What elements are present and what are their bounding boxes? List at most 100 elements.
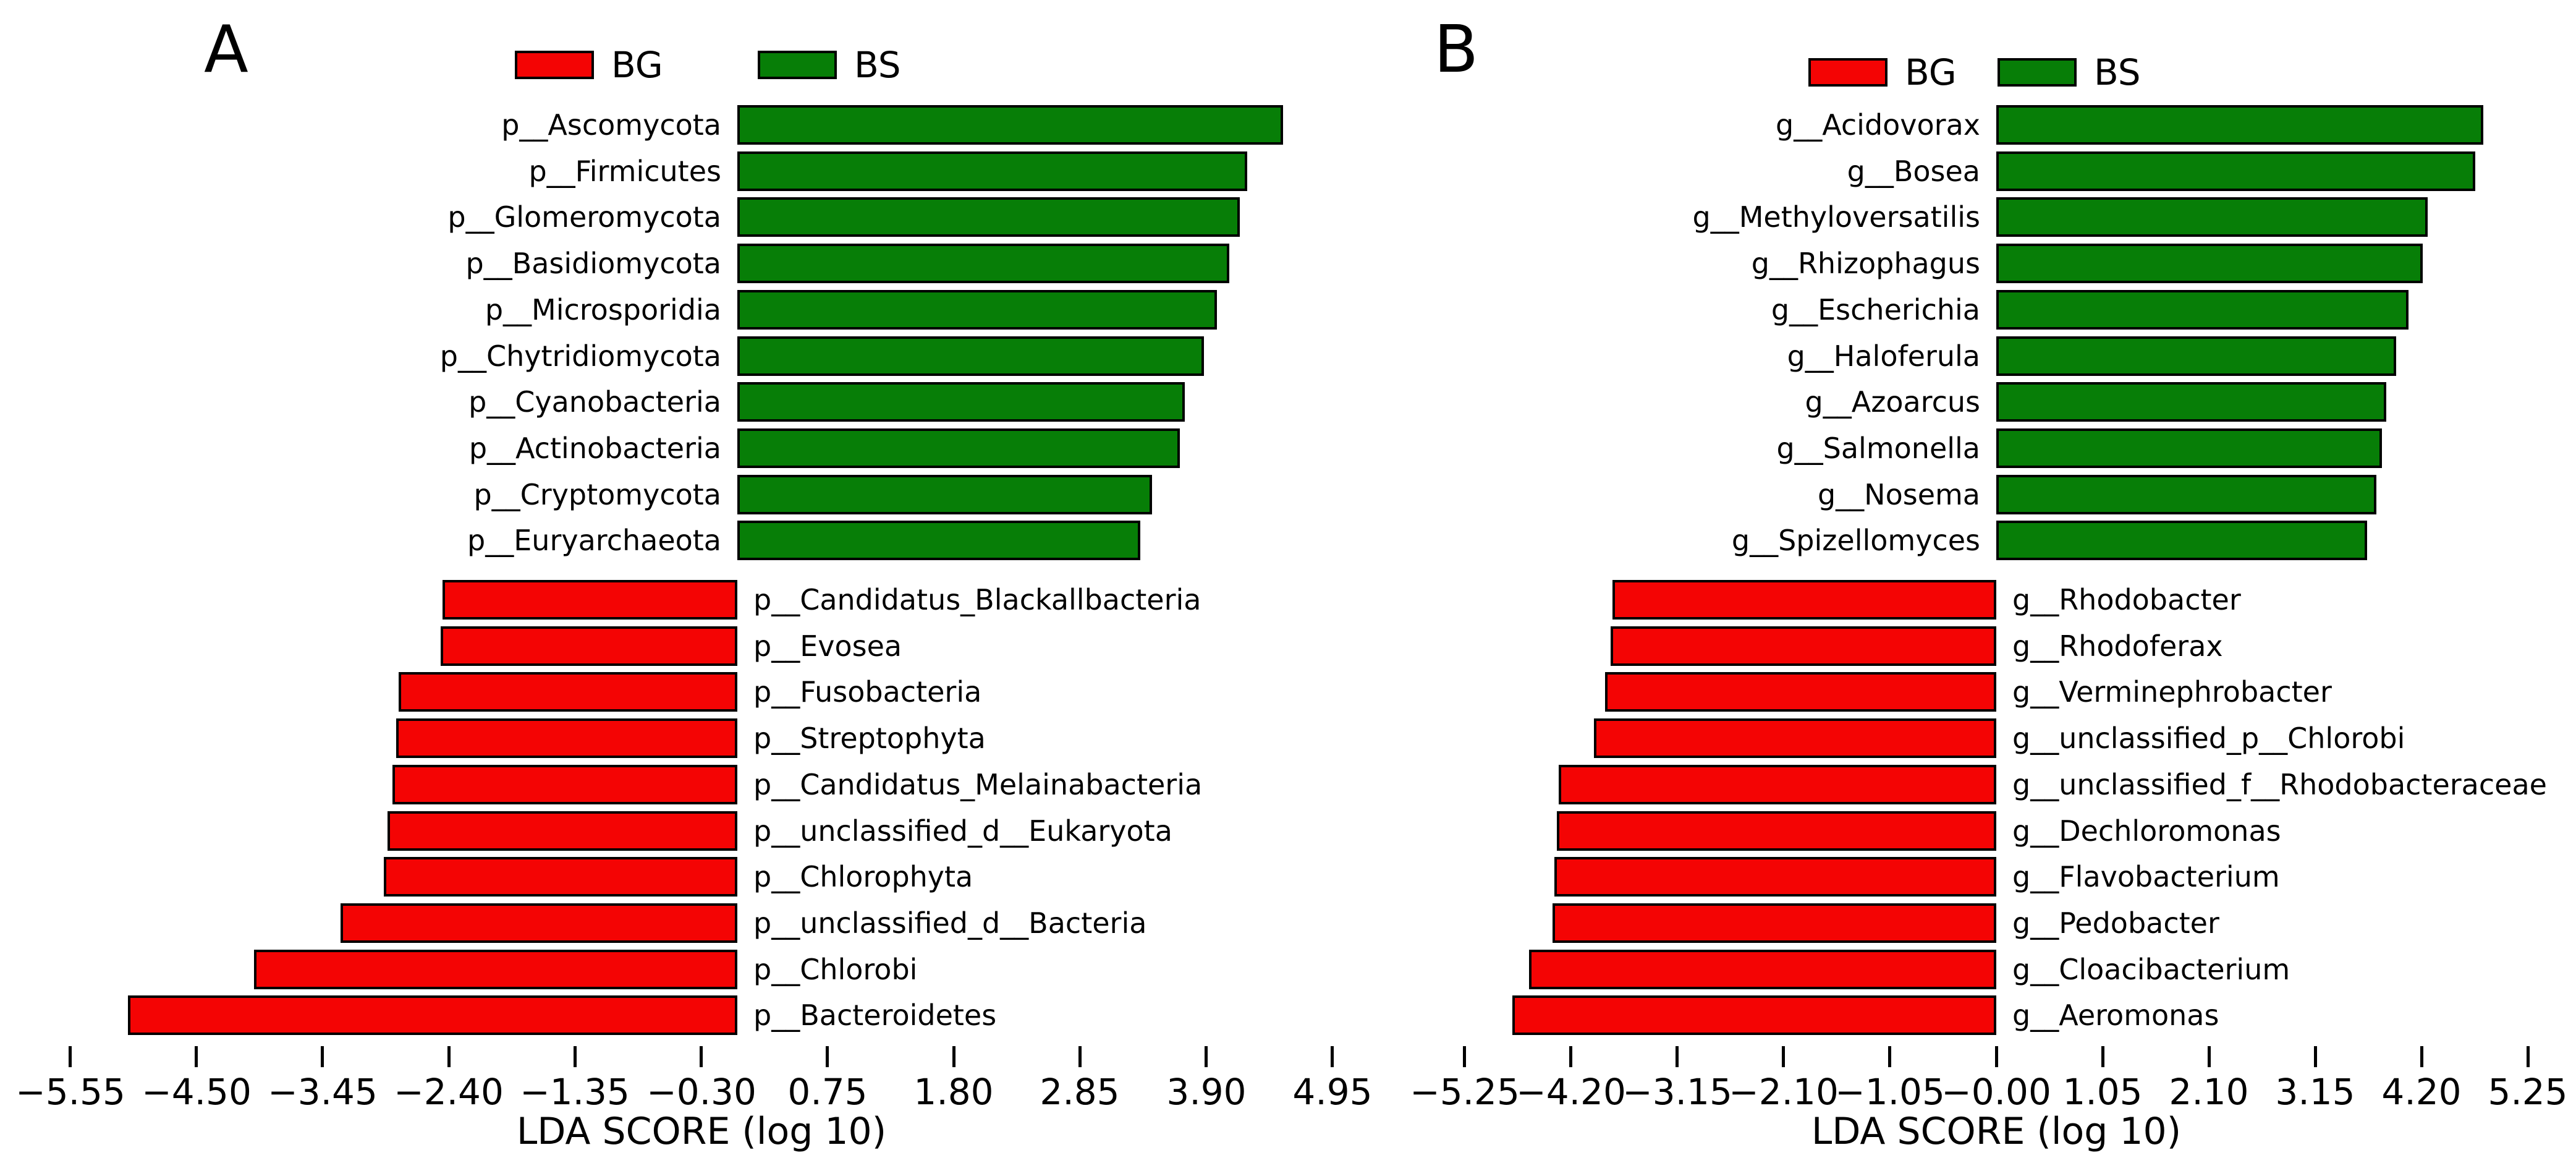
x-tick-label: −2.40	[394, 1071, 504, 1113]
bar-label-p__unclassified_d__Bacteria: p__unclassified_d__Bacteria	[753, 906, 1147, 940]
x-tick-mark	[826, 1046, 829, 1067]
legend-label-bs: BS	[854, 44, 901, 86]
x-tick-mark	[447, 1046, 451, 1067]
bar-p__Evosea	[441, 626, 737, 666]
bar-label-p__Fusobacteria: p__Fusobacteria	[753, 675, 982, 709]
bar-label-p__Candidatus_Melainabacteria: p__Candidatus_Melainabacteria	[753, 768, 1203, 801]
bar-p__Cryptomycota	[737, 475, 1152, 514]
x-tick-label: 4.20	[2381, 1071, 2462, 1113]
bar-label-g__Bosea: g__Bosea	[1847, 155, 1980, 188]
bar-g__Rhodoferax	[1611, 626, 1996, 666]
x-tick-label: −5.25	[1410, 1071, 1520, 1113]
legend-swatch-bs	[1998, 58, 2077, 87]
bar-label-g__unclassified_f__Rhodobacteraceae: g__unclassified_f__Rhodobacteraceae	[2012, 768, 2547, 801]
bar-label-p__Ascomycota: p__Ascomycota	[501, 108, 721, 142]
bar-label-g__Methyloversatilis: g__Methyloversatilis	[1692, 200, 1980, 234]
bar-g__unclassified_p__Chlorobi	[1594, 718, 1996, 758]
bar-g__Escherichia	[1996, 290, 2409, 330]
bar-g__Pedobacter	[1553, 903, 1996, 943]
bar-label-p__Streptophyta: p__Streptophyta	[753, 722, 986, 755]
x-tick-mark	[1205, 1046, 1208, 1067]
bar-p__Actinobacteria	[737, 428, 1180, 468]
bar-g__Dechloromonas	[1557, 811, 1996, 851]
bar-g__Cloacibacterium	[1529, 950, 1996, 989]
bar-g__Nosema	[1996, 475, 2376, 514]
x-tick-mark	[1782, 1046, 1785, 1067]
bar-label-p__Euryarchaeota: p__Euryarchaeota	[467, 524, 721, 557]
legend-swatch-bg	[515, 51, 594, 79]
bar-label-p__Evosea: p__Evosea	[753, 629, 902, 663]
bar-g__Bosea	[1996, 151, 2475, 191]
bar-label-g__Acidovorax: g__Acidovorax	[1776, 108, 1980, 142]
x-tick-label: 2.85	[1040, 1071, 1120, 1113]
x-tick-label: −2.10	[1729, 1071, 1839, 1113]
bar-p__Euryarchaeota	[737, 521, 1140, 560]
x-tick-label: −4.20	[1516, 1071, 1626, 1113]
bar-label-p__Firmicutes: p__Firmicutes	[528, 155, 721, 188]
x-tick-label: −3.15	[1622, 1071, 1732, 1113]
bar-p__unclassified_d__Bacteria	[341, 903, 737, 943]
legend-label-bg: BG	[1905, 51, 1957, 93]
bar-p__Firmicutes	[737, 151, 1247, 191]
bar-g__Azoarcus	[1996, 382, 2386, 422]
bar-label-g__Spizellomyces: g__Spizellomyces	[1731, 524, 1980, 557]
x-tick-mark	[1078, 1046, 1082, 1067]
bar-p__Candidatus_Melainabacteria	[392, 765, 737, 804]
bar-p__Chytridiomycota	[737, 336, 1204, 376]
x-tick-mark	[1331, 1046, 1334, 1067]
x-tick-label: −1.05	[1835, 1071, 1945, 1113]
bar-label-p__Candidatus_Blackallbacteria: p__Candidatus_Blackallbacteria	[753, 583, 1201, 616]
bar-label-p__unclassified_d__Eukaryota: p__unclassified_d__Eukaryota	[753, 814, 1172, 848]
bar-label-g__Rhodoferax: g__Rhodoferax	[2012, 629, 2223, 663]
bar-g__unclassified_f__Rhodobacteraceae	[1559, 765, 1996, 804]
bar-p__Chlorophyta	[384, 857, 737, 897]
bar-p__Fusobacteria	[399, 672, 737, 712]
legend-label-bs: BS	[2094, 51, 2141, 93]
x-tick-mark	[2314, 1046, 2317, 1067]
bar-p__Basidiomycota	[737, 244, 1229, 283]
bar-label-g__Cloacibacterium: g__Cloacibacterium	[2012, 953, 2290, 986]
bar-p__Cyanobacteria	[737, 382, 1185, 422]
bar-g__Spizellomyces	[1996, 521, 2367, 560]
x-tick-label: 1.05	[2062, 1071, 2143, 1113]
bar-p__Ascomycota	[737, 105, 1283, 145]
bar-label-g__unclassified_p__Chlorobi: g__unclassified_p__Chlorobi	[2012, 722, 2405, 755]
bar-label-p__Glomeromycota: p__Glomeromycota	[447, 200, 721, 234]
legend-swatch-bg	[1808, 58, 1888, 87]
bar-label-g__Dechloromonas: g__Dechloromonas	[2012, 814, 2281, 848]
x-tick-label: 0.75	[787, 1071, 868, 1113]
x-tick-label: 2.10	[2169, 1071, 2249, 1113]
x-tick-mark	[2527, 1046, 2530, 1067]
x-tick-mark	[1888, 1046, 1891, 1067]
bar-p__Candidatus_Blackallbacteria	[443, 580, 737, 620]
x-tick-mark	[1463, 1046, 1466, 1067]
bar-label-p__Chytridiomycota: p__Chytridiomycota	[439, 339, 721, 373]
bar-p__unclassified_d__Eukaryota	[388, 811, 737, 851]
bar-label-p__Basidiomycota: p__Basidiomycota	[465, 247, 721, 280]
x-tick-mark	[574, 1046, 577, 1067]
bar-label-g__Nosema: g__Nosema	[1817, 478, 1980, 511]
x-tick-label: −1.35	[520, 1071, 630, 1113]
bar-label-p__Cryptomycota: p__Cryptomycota	[473, 478, 721, 511]
x-axis-title: LDA SCORE (log 10)	[516, 1110, 887, 1153]
bar-p__Chlorobi	[254, 950, 737, 989]
x-tick-mark	[195, 1046, 198, 1067]
bar-p__Glomeromycota	[737, 197, 1240, 237]
x-tick-mark	[2420, 1046, 2423, 1067]
bar-g__Rhodobacter	[1612, 580, 1996, 620]
x-tick-mark	[700, 1046, 703, 1067]
legend-label-bg: BG	[611, 44, 663, 86]
bar-label-g__Aeromonas: g__Aeromonas	[2012, 999, 2219, 1032]
bar-label-g__Escherichia: g__Escherichia	[1771, 293, 1980, 326]
bar-label-g__Verminephrobacter: g__Verminephrobacter	[2012, 675, 2332, 709]
x-tick-mark	[69, 1046, 72, 1067]
bar-label-p__Bacteroidetes: p__Bacteroidetes	[753, 999, 997, 1032]
x-tick-mark	[952, 1046, 955, 1067]
bar-label-p__Microsporidia: p__Microsporidia	[485, 293, 721, 326]
bar-label-g__Salmonella: g__Salmonella	[1776, 432, 1980, 465]
x-tick-label: −5.55	[15, 1071, 125, 1113]
bar-p__Bacteroidetes	[128, 995, 737, 1035]
bar-label-p__Chlorobi: p__Chlorobi	[753, 953, 918, 986]
bar-p__Microsporidia	[737, 290, 1217, 330]
